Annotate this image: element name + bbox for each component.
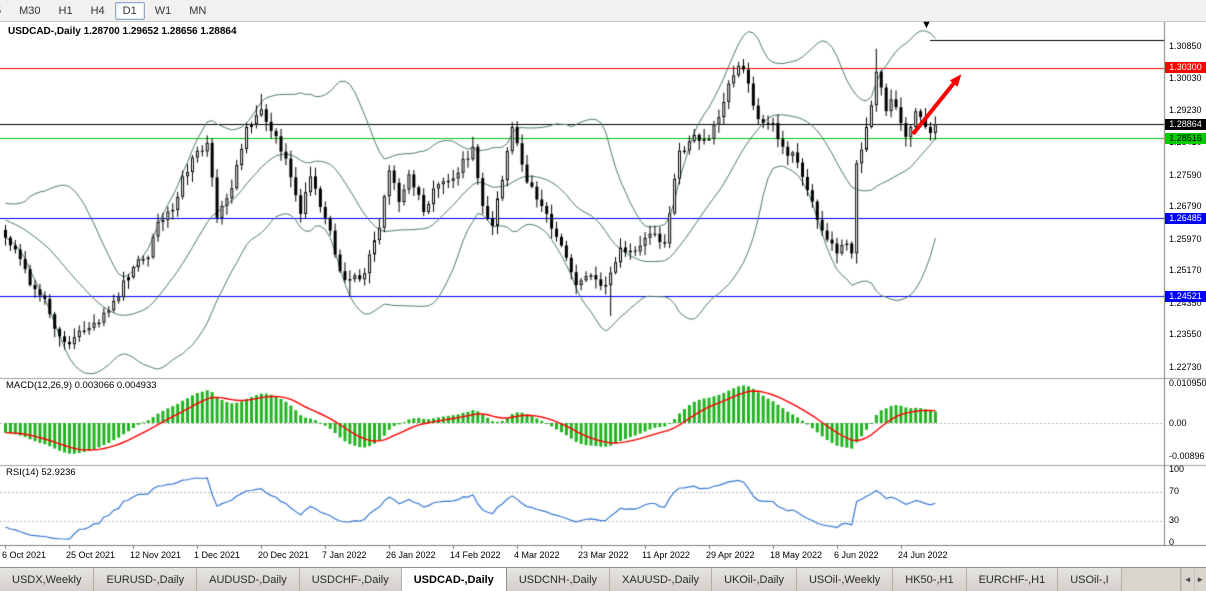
price-axis-label: 1.23550 (1169, 329, 1202, 340)
price-axis-label: 1.24350 (1169, 297, 1202, 308)
date-axis-label: 12 Nov 2021 (130, 550, 182, 560)
chart-tab-eurusd-daily[interactable]: EURUSD-,Daily (94, 568, 198, 591)
date-axis-label: 29 Apr 2022 (706, 550, 755, 560)
rsi-axis-label: 70 (1169, 485, 1180, 496)
macd-axis-label: 0.00 (1169, 418, 1187, 428)
chart-tab-hk50-h1[interactable]: HK50-,H1 (893, 568, 967, 591)
date-axis-label: 26 Jan 2022 (386, 550, 436, 560)
chart-tab-usoil-weekly[interactable]: USOil-,Weekly (796, 568, 894, 591)
price-tag-1.28516: 1.28516 (1165, 132, 1206, 144)
price-tag-1.24521: 1.24521 (1165, 290, 1206, 302)
price-tag-1.30300: 1.30300 (1165, 62, 1206, 74)
tabbar-scroll-buttons: ◄ ► (1180, 568, 1206, 591)
macd-axis-label: -0.00896 (1169, 450, 1205, 461)
timeframe-toolbar: 5M30H1H4D1W1MN (0, 0, 1206, 22)
price-axis-label: 1.25970 (1169, 233, 1202, 244)
date-axis-label: 25 Oct 2021 (66, 550, 116, 560)
chart-ohlc-values: 1.28700 1.29652 1.28656 1.28864 (83, 26, 237, 37)
chart-tab-usdx-weekly[interactable]: USDX,Weekly (0, 568, 95, 591)
timeframe-button-h1[interactable]: H1 (51, 2, 81, 20)
tabs-scroll-right-button[interactable]: ► (1193, 568, 1206, 591)
chart-tab-audusd-daily[interactable]: AUDUSD-,Daily (197, 568, 300, 591)
price-tag-1.28864: 1.28864 (1165, 118, 1206, 130)
date-axis-label: 1 Dec 2021 (194, 550, 241, 560)
date-axis-label: 18 May 2022 (770, 550, 823, 560)
date-axis-label: 23 Mar 2022 (578, 550, 629, 560)
rsi-axis-label: 100 (1169, 464, 1185, 474)
timeframe-button-w1[interactable]: W1 (147, 2, 180, 20)
timeframe-button-mn[interactable]: MN (181, 2, 214, 20)
date-axis-label: 11 Apr 2022 (642, 550, 690, 560)
date-axis-label: 4 Mar 2022 (514, 550, 560, 560)
chart-tab-eurchf-h1[interactable]: EURCHF-,H1 (966, 568, 1059, 591)
chart-canvas[interactable] (0, 22, 1206, 567)
chart-tab-ukoil-daily[interactable]: UKOil-,Daily (712, 568, 797, 591)
date-axis-label: 6 Oct 2021 (2, 550, 47, 560)
symbol-tabbar: USDX,Weekly EURUSD-,Daily AUDUSD-,Daily USD… (0, 567, 1206, 591)
timeframe-button-5[interactable]: 5 (0, 2, 9, 20)
date-axis-label: 7 Jan 2022 (322, 550, 367, 560)
price-axis-label: 1.26790 (1169, 201, 1202, 212)
price-axis-label: 1.25170 (1169, 265, 1202, 276)
timeframe-button-m30[interactable]: M30 (11, 2, 48, 20)
chart-title: USDCAD-,Daily 1.28700 1.29652 1.28656 1.… (8, 26, 237, 37)
date-axis-label: 6 Jun 2022 (834, 550, 879, 560)
chart-tab-xauusd-daily[interactable]: XAUUSD-,Daily (610, 568, 713, 591)
timeframe-button-d1[interactable]: D1 (114, 1, 145, 20)
marker-triangle-icon: ▼ (921, 19, 932, 31)
price-axis-label: 1.29230 (1169, 105, 1202, 115)
symbol-tabbar-strip: USDX,Weekly EURUSD-,Daily AUDUSD-,Daily USD… (0, 568, 1180, 591)
chart-symbol-label: USDCAD-,Daily (8, 26, 81, 37)
chart-tab-usdcnh-daily[interactable]: USDCNH-,Daily (506, 568, 611, 591)
rsi-axis-label: 30 (1169, 515, 1180, 526)
macd-indicator-label: MACD(12,26,9) 0.003066 0.004933 (6, 380, 157, 391)
price-axis-label: 1.30850 (1169, 41, 1202, 51)
rsi-axis-label: 0 (1169, 537, 1175, 547)
price-axis-label: 1.22730 (1169, 361, 1202, 372)
price-axis-label: 1.27590 (1169, 169, 1202, 180)
macd-axis-label: 0.010950 (1169, 377, 1206, 388)
date-axis-label: 14 Feb 2022 (450, 550, 501, 560)
tabs-scroll-left-button[interactable]: ◄ (1181, 568, 1194, 591)
timeframe-button-h4[interactable]: H4 (83, 2, 113, 20)
date-axis-label: 20 Dec 2021 (258, 550, 310, 560)
price-tag-1.26485: 1.26485 (1165, 212, 1206, 224)
chart-tab-usdchf-daily[interactable]: USDCHF-,Daily (299, 568, 402, 591)
chart-tab-usdcad-daily[interactable]: USDCAD-,Daily (401, 568, 507, 591)
up-arrow-icon (911, 74, 962, 136)
trend-arrow-annotation[interactable] (905, 66, 975, 146)
rsi-indicator-label: RSI(14) 52.9236 (6, 467, 76, 478)
date-axis-label: 24 Jun 2022 (898, 550, 948, 560)
price-axis-label: 1.30030 (1169, 73, 1202, 84)
chart-tab-usoil-i[interactable]: USOil-,I (1058, 568, 1122, 591)
